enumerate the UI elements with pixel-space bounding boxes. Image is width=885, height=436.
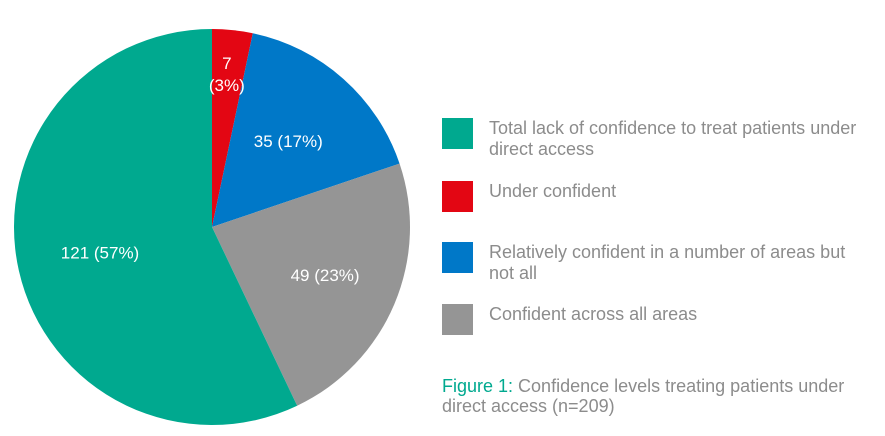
data-label-confident-all: 49 (23%) xyxy=(291,266,360,285)
legend-item-total-lack: Total lack of confidence to treat patien… xyxy=(442,118,859,160)
legend-swatch-under-confident xyxy=(442,181,473,212)
legend-swatch-total-lack xyxy=(442,118,473,149)
figure-caption: Figure 1: Confidence levels treating pat… xyxy=(442,376,872,416)
pie-slice-total-lack xyxy=(13,29,298,425)
legend-swatch-confident-all xyxy=(442,304,473,335)
legend-item-confident-all: Confident across all areas xyxy=(442,304,859,335)
pie-slice-relatively-confident xyxy=(212,33,400,227)
pie-chart: 7 (3%) 35 (17%) 49 (23%) 121 (57%) xyxy=(13,29,410,425)
pie-slice-confident-all xyxy=(212,163,410,406)
data-label-under-confident: 7 xyxy=(222,54,231,73)
legend-label-relatively-confident: Relatively confident in a number of area… xyxy=(489,242,846,283)
legend-label-under-confident: Under confident xyxy=(489,181,617,201)
data-label-relatively-confident: 35 (17%) xyxy=(254,132,323,151)
pie-slice-under-confident xyxy=(212,29,253,227)
caption-prefix: Figure 1: xyxy=(442,376,514,396)
legend-swatch-relatively-confident xyxy=(442,242,473,273)
legend-label-total-lack: Total lack of confidence to treat patien… xyxy=(489,118,857,159)
legend-label-confident-all: Confident across all areas xyxy=(489,304,698,324)
data-label-total-lack: 121 (57%) xyxy=(61,243,139,262)
legend-item-relatively-confident: Relatively confident in a number of area… xyxy=(442,242,859,284)
caption-text: Confidence levels treating patients unde… xyxy=(442,376,845,416)
legend-item-under-confident: Under confident xyxy=(442,181,859,212)
data-label-under-confident-percent: (3%) xyxy=(209,76,245,95)
